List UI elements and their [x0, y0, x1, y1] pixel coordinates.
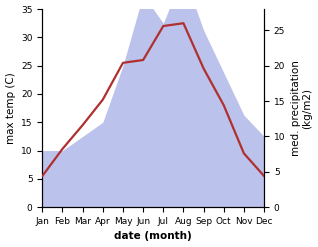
Y-axis label: max temp (C): max temp (C)	[5, 72, 16, 144]
Y-axis label: med. precipitation
(kg/m2): med. precipitation (kg/m2)	[291, 60, 313, 156]
X-axis label: date (month): date (month)	[114, 231, 192, 242]
